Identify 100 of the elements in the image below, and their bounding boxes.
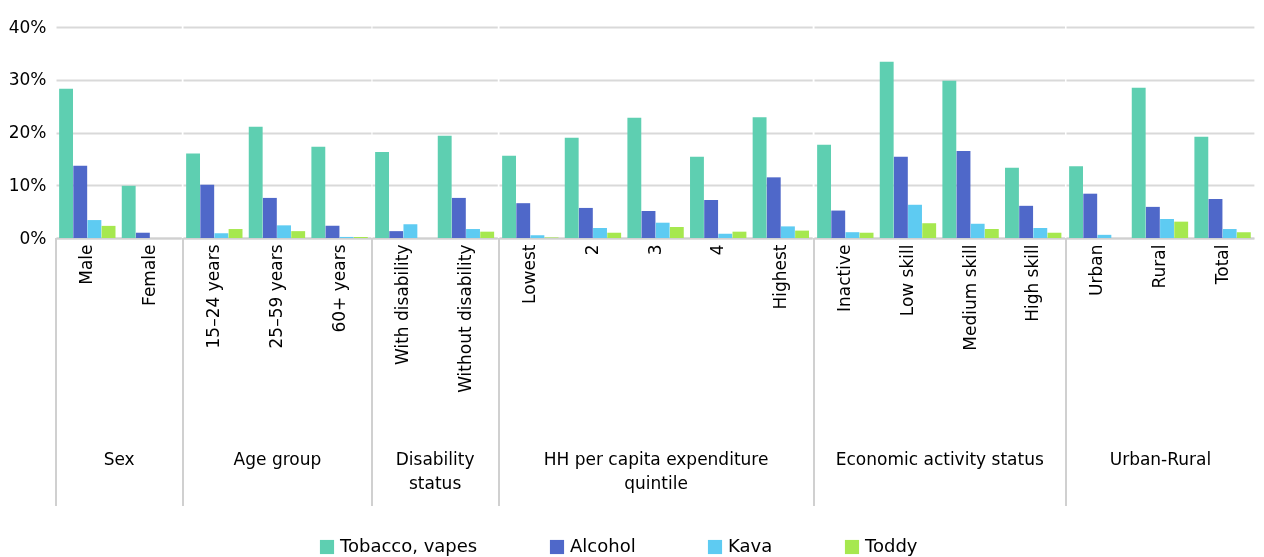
bar (1083, 193, 1098, 238)
bar (1208, 198, 1223, 238)
bar (718, 233, 733, 238)
y-tick-label: 10% (8, 174, 47, 195)
bar (984, 229, 999, 238)
x-axis-title: Sex (103, 448, 135, 469)
legend-label: Tobacco, vapes (339, 535, 478, 556)
bar (530, 235, 545, 238)
bar (451, 197, 466, 238)
bar (1236, 232, 1251, 238)
bar (831, 210, 846, 238)
bar (389, 231, 404, 238)
bar (214, 233, 229, 238)
bar (186, 153, 201, 238)
x-tick-label: 4 (707, 244, 728, 256)
x-tick-label: Female (138, 244, 159, 306)
x-tick-label: Low skill (896, 244, 917, 317)
bar (627, 117, 642, 238)
bar (817, 144, 832, 238)
bar (908, 204, 922, 238)
x-axis-title: Age group (233, 448, 322, 469)
x-tick-label: 3 (644, 244, 665, 256)
bar (248, 126, 263, 238)
bar (1160, 219, 1174, 238)
legend-label: Alcohol (570, 535, 636, 556)
x-tick-label: Inactive (834, 244, 855, 312)
bar (277, 225, 291, 238)
bar (593, 227, 607, 238)
bar (466, 229, 480, 238)
x-tick-label: Medium skill (959, 244, 980, 351)
bar (607, 232, 622, 238)
x-tick-label: Total (1211, 244, 1232, 286)
bar (403, 224, 418, 238)
bar (893, 156, 908, 238)
bar (690, 156, 704, 238)
bar (922, 223, 937, 238)
x-tick-label: With disability (392, 244, 413, 365)
bar (669, 226, 684, 238)
y-tick-label: 30% (8, 69, 47, 90)
bar (59, 88, 74, 238)
x-axis-title: HH per capita expenditure quintile (543, 448, 769, 493)
x-axis-title: Disability status (395, 448, 475, 493)
bar (73, 165, 88, 238)
bar (200, 184, 215, 238)
bar (942, 80, 957, 238)
x-tick-label: Lowest (519, 244, 540, 304)
bar (101, 225, 116, 238)
bar (859, 232, 874, 238)
x-tick-label: 15–24 years (203, 244, 224, 349)
legend-label: Kava (728, 535, 773, 556)
x-tick-label: 60+ years (328, 244, 349, 333)
x-axis-title: Urban-Rural (1109, 448, 1212, 469)
bar (87, 220, 102, 238)
bar (291, 231, 306, 238)
bar (1194, 136, 1209, 238)
bar (375, 152, 390, 238)
bar (325, 225, 340, 238)
x-tick-label: Highest (769, 244, 790, 310)
bar (1145, 206, 1160, 238)
x-axis-title: Economic activity status (835, 448, 1044, 469)
y-tick-label: 0% (19, 227, 47, 248)
bar (228, 229, 243, 238)
x-tick-label: Male (76, 244, 97, 285)
bar (956, 150, 971, 238)
bar (1005, 167, 1019, 238)
bar (752, 117, 767, 238)
x-tick-label: High skill (1022, 244, 1043, 322)
bar (121, 185, 136, 238)
y-tick-label: 40% (8, 16, 47, 37)
bar (564, 137, 579, 238)
bar (480, 231, 495, 238)
x-tick-label: Rural (1148, 244, 1169, 289)
bar (311, 146, 326, 238)
bar (970, 223, 985, 238)
bar (879, 61, 894, 238)
bar (1069, 166, 1084, 238)
bar (516, 203, 531, 238)
x-tick-label: 2 (581, 244, 602, 256)
bar (262, 197, 277, 238)
bar (655, 222, 670, 238)
bar (780, 226, 795, 238)
bar (845, 232, 860, 238)
bar (641, 211, 656, 238)
bar (578, 207, 593, 238)
bar (437, 135, 452, 238)
bar (135, 232, 150, 238)
bar (1033, 227, 1048, 238)
x-tick-label: Without disability (454, 244, 475, 393)
bar (1174, 221, 1189, 238)
bar (1222, 229, 1237, 238)
x-tick-label: 25–59 years (265, 244, 286, 349)
bar (704, 200, 719, 238)
x-tick-label: Urban (1086, 244, 1107, 296)
bar (1097, 234, 1112, 238)
y-tick-label: 20% (8, 122, 47, 142)
legend-label: Toddy (864, 535, 918, 556)
bar (766, 177, 781, 238)
bar (795, 230, 810, 238)
bar (1019, 205, 1034, 238)
bar (502, 155, 517, 238)
